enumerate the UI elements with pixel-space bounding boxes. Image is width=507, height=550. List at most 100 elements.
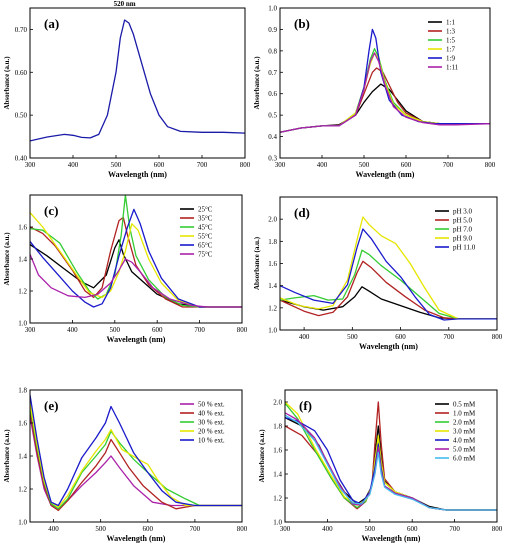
panel-label: (d) bbox=[294, 205, 310, 220]
legend-label: 1:5 bbox=[446, 37, 455, 45]
legend-label: 25°C bbox=[198, 206, 213, 214]
legend-label: 2.0 mM bbox=[453, 419, 476, 427]
panel-d: 400 500 600 700 800 1.0 1.2 1.4 1.6 1.8 2.0 Wavelen… bbox=[253, 196, 503, 351]
axes-frame bbox=[284, 389, 498, 523]
x-tick-label: 400 bbox=[322, 525, 333, 533]
x-tick-label: 800 bbox=[485, 161, 496, 169]
y-tick-label: 1.0 bbox=[273, 519, 282, 527]
x-axis-label: Wavelength (nm) bbox=[362, 534, 421, 543]
x-tick-label: 700 bbox=[449, 525, 460, 533]
panel-a: 300 400 500 600 700 800 0.40 0.50 0.60 0.70 Wavele… bbox=[3, 0, 251, 179]
y-tick-label: 0.4 bbox=[268, 133, 277, 141]
axes-frame bbox=[279, 7, 491, 159]
legend-label: 6.0 mM bbox=[453, 455, 476, 463]
y-tick-label: 0.40 bbox=[15, 155, 28, 163]
y-tick-label: 0.9 bbox=[268, 26, 277, 34]
series-line-main bbox=[30, 19, 245, 142]
x-axis-label: Wavelength (nm) bbox=[108, 170, 167, 179]
y-tick-label: 1.8 bbox=[18, 387, 27, 395]
y-axis-label: Absorbance (a.u.) bbox=[3, 429, 11, 483]
y-tick-label: 0.70 bbox=[15, 26, 28, 34]
legend-label: pH 5.0 bbox=[453, 217, 473, 225]
panel-label: (e) bbox=[44, 398, 58, 413]
legend-label: 1.0 mM bbox=[453, 410, 476, 418]
series-line-ph-7-0 bbox=[280, 249, 497, 320]
legend-label: pH 7.0 bbox=[453, 226, 473, 234]
y-tick-label: 1.6 bbox=[18, 224, 27, 232]
y-tick-label: 1.8 bbox=[273, 423, 282, 431]
x-tick-label: 300 bbox=[25, 161, 36, 169]
panel-e: 400 500 600 700 800 1.0 1.2 1.4 1.6 1.8 Wavelength… bbox=[3, 387, 248, 544]
y-tick-label: 0.7 bbox=[268, 69, 277, 77]
y-tick-label: 1.2 bbox=[18, 288, 27, 296]
legend-label: 40 % ext. bbox=[198, 410, 225, 418]
x-tick-label: 400 bbox=[48, 525, 59, 533]
series-line-35-c bbox=[30, 216, 242, 308]
y-tick-label: 1.8 bbox=[268, 238, 277, 246]
legend-label: 30 % ext. bbox=[198, 419, 225, 427]
x-tick-label: 700 bbox=[444, 333, 455, 341]
y-tick-label: 0.60 bbox=[15, 69, 28, 77]
panel-f: 300 400 500 600 700 800 1.0 1.2 1.4 1.6 1.8 2.0 Wave… bbox=[258, 389, 503, 543]
legend-label: pH 11.0 bbox=[453, 244, 476, 252]
series-line-75-c bbox=[30, 253, 242, 308]
y-tick-label: 1.2 bbox=[18, 486, 27, 494]
x-tick-label: 500 bbox=[110, 326, 121, 334]
y-tick-label: 2.0 bbox=[273, 399, 282, 407]
x-tick-label: 800 bbox=[492, 525, 503, 533]
panel-b: 300 400 500 600 700 800 0.3 0.4 0.5 0.6 0.7 0.8 0.9 1… bbox=[253, 5, 496, 180]
legend-label: 20 % ext. bbox=[198, 428, 225, 436]
legend-label: 75°C bbox=[198, 251, 213, 259]
x-tick-label: 800 bbox=[237, 326, 248, 334]
y-axis-label: Absorbance (a.u.) bbox=[258, 429, 266, 483]
legend-label: 55°C bbox=[198, 233, 213, 241]
legend-label: 1:7 bbox=[446, 46, 455, 54]
series-line-55-c bbox=[30, 212, 242, 308]
legend-label: 0.5 mM bbox=[453, 401, 476, 409]
x-tick-label: 300 bbox=[275, 161, 286, 169]
y-tick-label: 0.3 bbox=[268, 155, 277, 163]
y-tick-label: 1.4 bbox=[18, 256, 27, 264]
x-axis-label: Wavelength (nm) bbox=[356, 170, 415, 179]
series-line-1-11 bbox=[280, 52, 490, 133]
x-tick-label: 400 bbox=[299, 333, 310, 341]
panel-c: 300 400 500 600 700 800 1.0 1.2 1.4 1.6 Wavelength… bbox=[3, 194, 248, 344]
y-tick-label: 1.2 bbox=[268, 304, 277, 312]
legend-label: 5.0 mM bbox=[453, 446, 476, 454]
series-line-40-ext- bbox=[30, 411, 242, 512]
y-tick-label: 0.50 bbox=[15, 112, 28, 120]
y-tick-label: 1.6 bbox=[268, 260, 277, 268]
panel-label: (f) bbox=[299, 398, 312, 413]
legend-label: 65°C bbox=[198, 242, 213, 250]
x-tick-label: 500 bbox=[111, 161, 122, 169]
legend-label: 1:9 bbox=[446, 55, 455, 63]
y-tick-label: 0.8 bbox=[268, 47, 277, 55]
y-tick-label: 1.6 bbox=[18, 420, 27, 428]
y-tick-label: 1.4 bbox=[18, 453, 27, 461]
y-axis-label: Absorbance (a.u.) bbox=[3, 232, 11, 286]
legend-label: pH 3.0 bbox=[453, 208, 473, 216]
y-tick-label: 1.0 bbox=[268, 5, 277, 13]
peak-annotation: 520 nm bbox=[114, 0, 136, 8]
x-tick-label: 600 bbox=[395, 333, 406, 341]
x-tick-label: 300 bbox=[280, 525, 291, 533]
y-axis-label: Absorbance (a.u.) bbox=[3, 56, 11, 110]
x-tick-label: 600 bbox=[152, 326, 163, 334]
legend-label: 1:11 bbox=[446, 64, 459, 72]
axes-frame bbox=[29, 7, 246, 159]
y-tick-label: 1.0 bbox=[268, 327, 277, 335]
series-line-1-7 bbox=[280, 52, 490, 133]
y-tick-label: 1.2 bbox=[273, 495, 282, 503]
legend-label: 1:1 bbox=[446, 19, 455, 27]
x-tick-label: 800 bbox=[237, 525, 248, 533]
legend-label: 35°C bbox=[198, 215, 213, 223]
legend-label: 50 % ext. bbox=[198, 401, 225, 409]
x-axis-label: Wavelength (nm) bbox=[107, 335, 166, 344]
panel-label: (a) bbox=[44, 16, 59, 31]
legend-label: 1:3 bbox=[446, 28, 455, 36]
x-tick-label: 800 bbox=[492, 333, 503, 341]
x-tick-label: 600 bbox=[143, 525, 154, 533]
x-tick-label: 700 bbox=[443, 161, 454, 169]
x-tick-label: 600 bbox=[154, 161, 165, 169]
y-tick-label: 1.4 bbox=[273, 471, 282, 479]
